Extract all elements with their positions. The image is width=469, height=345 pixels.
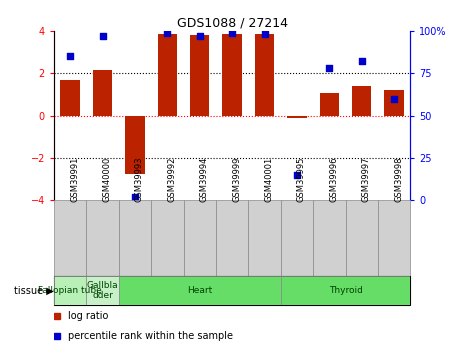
- Bar: [86, 276, 119, 305]
- Text: Heart: Heart: [187, 286, 212, 295]
- Text: Thyroid: Thyroid: [329, 286, 363, 295]
- Bar: [125, 116, 144, 174]
- Text: log ratio: log ratio: [68, 312, 108, 322]
- Point: [131, 194, 139, 199]
- Bar: [190, 35, 210, 116]
- Text: GSM39999: GSM39999: [232, 157, 241, 203]
- Bar: [61, 80, 80, 116]
- Bar: [158, 34, 177, 116]
- Bar: [313, 200, 346, 276]
- Point: [228, 30, 236, 36]
- Bar: [320, 93, 339, 116]
- Text: percentile rank within the sample: percentile rank within the sample: [68, 331, 233, 341]
- Bar: [281, 276, 410, 305]
- Text: GSM39993: GSM39993: [135, 157, 144, 203]
- Text: GSM39995: GSM39995: [297, 157, 306, 203]
- Bar: [281, 200, 313, 276]
- Bar: [346, 200, 378, 276]
- Point: [261, 32, 268, 37]
- Point: [358, 59, 365, 64]
- Bar: [216, 200, 249, 276]
- Bar: [86, 200, 119, 276]
- Bar: [119, 276, 281, 305]
- Text: Gallbla
dder: Gallbla dder: [87, 281, 118, 300]
- Point: [67, 53, 74, 59]
- Bar: [385, 90, 404, 116]
- Bar: [352, 86, 371, 116]
- Text: GSM39991: GSM39991: [70, 157, 79, 203]
- Point: [325, 66, 333, 71]
- Point: [196, 33, 204, 39]
- Text: GSM39998: GSM39998: [394, 157, 403, 203]
- Bar: [54, 276, 86, 305]
- Text: GSM40001: GSM40001: [265, 157, 273, 203]
- Bar: [151, 200, 183, 276]
- Bar: [54, 200, 86, 276]
- Bar: [249, 200, 281, 276]
- Text: GSM39996: GSM39996: [329, 157, 338, 203]
- Text: GSM40000: GSM40000: [103, 157, 112, 203]
- Bar: [287, 116, 307, 118]
- Bar: [93, 70, 112, 116]
- Point: [293, 172, 301, 177]
- Bar: [119, 200, 151, 276]
- Bar: [255, 34, 274, 116]
- Text: GSM39994: GSM39994: [200, 157, 209, 203]
- Text: GSM39992: GSM39992: [167, 157, 176, 203]
- Text: tissue ▶: tissue ▶: [14, 286, 53, 296]
- Point: [164, 30, 171, 36]
- Text: GSM39997: GSM39997: [362, 157, 371, 203]
- Point: [390, 96, 398, 101]
- Title: GDS1088 / 27214: GDS1088 / 27214: [177, 17, 287, 30]
- Bar: [378, 200, 410, 276]
- Bar: [222, 34, 242, 116]
- Bar: [183, 200, 216, 276]
- Point: [99, 33, 106, 39]
- Text: Fallopian tube: Fallopian tube: [38, 286, 102, 295]
